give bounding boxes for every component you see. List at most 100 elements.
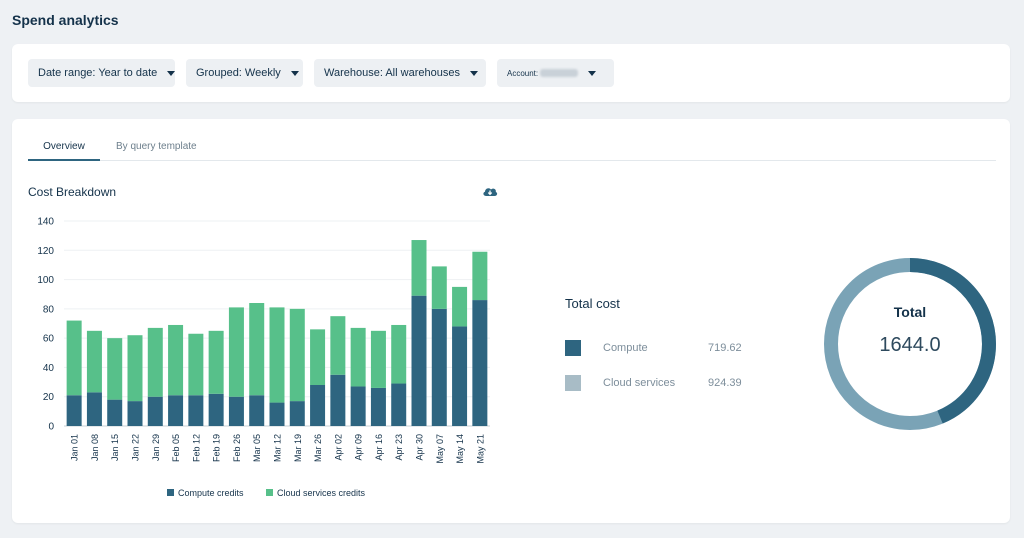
x-tick-label: Apr 16 (374, 434, 384, 461)
page-title: Spend analytics (12, 12, 119, 28)
donut-total-value: 1644.0 (879, 334, 940, 356)
cost-breakdown-chart: 0 20 40 60 80 100 120 140 Jan 01 Jan 08 Jan 15 Jan … (37, 217, 490, 498)
bar-cloud-services (269, 307, 285, 403)
y-tick-label: 60 (43, 334, 55, 345)
date-range-label: Date range: Year to date (38, 67, 158, 79)
overview-panel: Overview By query template Cost Breakdow… (12, 119, 1010, 523)
x-tick-label: Jan 29 (151, 434, 161, 461)
x-tick-label: Apr 09 (354, 434, 364, 461)
cost-breakdown-title: Cost Breakdown (28, 185, 117, 199)
bar-compute (208, 393, 224, 426)
bar-cloud-services (310, 329, 326, 385)
bar-compute (431, 308, 447, 426)
bar-compute (66, 395, 82, 426)
bar-cloud-services (107, 338, 123, 400)
x-tick-label: May 21 (475, 434, 485, 464)
y-tick-label: 80 (43, 304, 55, 315)
cloud-download-icon[interactable] (482, 185, 498, 197)
x-tick-label: May 07 (435, 434, 445, 464)
bar-compute (188, 395, 204, 426)
x-tick-label: Mar 12 (273, 434, 283, 462)
compute-value: 719.62 (708, 342, 742, 354)
x-tick-label: Mar 05 (252, 434, 262, 462)
bar-compute (310, 385, 326, 426)
bar-cloud-services (431, 266, 447, 309)
compute-swatch (565, 340, 581, 356)
tab-by-query-template[interactable]: By query template (116, 141, 197, 152)
bar-compute (228, 396, 244, 426)
warehouse-dropdown[interactable]: Warehouse: All warehouses (314, 59, 486, 87)
y-tick-label: 0 (48, 422, 54, 433)
x-tick-label: Mar 26 (313, 434, 323, 462)
x-tick-label: Feb 26 (232, 434, 242, 462)
bar-cloud-services (249, 303, 265, 396)
legend-compute-credits: Compute credits (178, 488, 244, 498)
x-tick-label: Apr 23 (394, 434, 404, 461)
bar-compute (350, 386, 366, 426)
grouped-label: Grouped: Weekly (196, 67, 281, 79)
tab-bar: Overview By query template (28, 134, 996, 161)
bar-compute (391, 383, 407, 426)
cloud-services-value: 924.39 (708, 377, 742, 389)
total-item-cloud-services: Cloud services 924.39 (565, 375, 765, 391)
bar-compute (411, 295, 427, 426)
bar-compute (472, 300, 488, 426)
legend-cloud-services-credits: Cloud services credits (277, 488, 366, 498)
y-tick-label: 120 (37, 246, 54, 257)
x-tick-label: Feb 19 (212, 434, 222, 462)
bar-compute (330, 374, 346, 426)
bar-compute (86, 392, 102, 426)
bar-cloud-services (472, 251, 488, 301)
bar-compute (127, 401, 143, 426)
bar-cloud-services (127, 335, 143, 402)
total-cost-title: Total cost (565, 296, 620, 311)
x-tick-label: Apr 02 (333, 434, 343, 461)
bar-cloud-services (391, 324, 407, 384)
x-tick-label: Apr 30 (415, 434, 425, 461)
x-tick-label: Jan 22 (131, 434, 141, 461)
donut-total-label: Total (894, 304, 926, 320)
x-tick-label: May 14 (455, 434, 465, 464)
chevron-down-icon (167, 70, 176, 76)
bar-cloud-services (411, 240, 427, 296)
y-tick-label: 100 (37, 275, 54, 286)
tab-overview[interactable]: Overview (28, 134, 100, 161)
bar-cloud-services (86, 330, 102, 393)
account-value-redacted (540, 69, 579, 77)
filter-bar: Date range: Year to date Grouped: Weekly… (12, 44, 1010, 102)
chevron-down-icon (588, 70, 597, 76)
bar-cloud-services (188, 333, 204, 396)
account-dropdown[interactable]: Account: (497, 59, 614, 87)
donut-compute-arc (824, 258, 996, 430)
date-range-dropdown[interactable]: Date range: Year to date (28, 59, 176, 87)
legend-swatch-cloud-services (266, 489, 273, 496)
bar-cloud-services (370, 330, 386, 388)
bar-cloud-services (330, 316, 346, 375)
grouped-dropdown[interactable]: Grouped: Weekly (186, 59, 303, 87)
total-item-compute: Compute 719.62 (565, 340, 765, 356)
compute-label: Compute (603, 342, 648, 354)
chevron-down-icon (469, 70, 478, 76)
chevron-down-icon (290, 70, 299, 76)
warehouse-label: Warehouse: All warehouses (324, 67, 460, 79)
bar-cloud-services (228, 307, 244, 397)
bar-compute (269, 402, 285, 426)
bar-compute (249, 395, 265, 426)
y-tick-label: 140 (37, 217, 54, 228)
x-tick-label: Mar 19 (293, 434, 303, 462)
bar-cloud-services (350, 327, 366, 387)
total-cost-donut: Total 1644.0 (824, 258, 996, 430)
bar-cloud-services (452, 286, 468, 327)
bar-cloud-services (147, 327, 163, 397)
legend-swatch-compute (167, 489, 174, 496)
bar-cloud-services (208, 330, 224, 394)
cloud-services-swatch (565, 375, 581, 391)
bar-compute (452, 326, 468, 426)
y-tick-label: 40 (43, 363, 55, 374)
y-tick-label: 20 (43, 392, 55, 403)
bar-compute (168, 395, 184, 426)
bar-cloud-services (289, 308, 305, 402)
x-tick-label: Jan 08 (90, 434, 100, 461)
bar-compute (107, 399, 123, 426)
bar-cloud-services (168, 324, 184, 396)
